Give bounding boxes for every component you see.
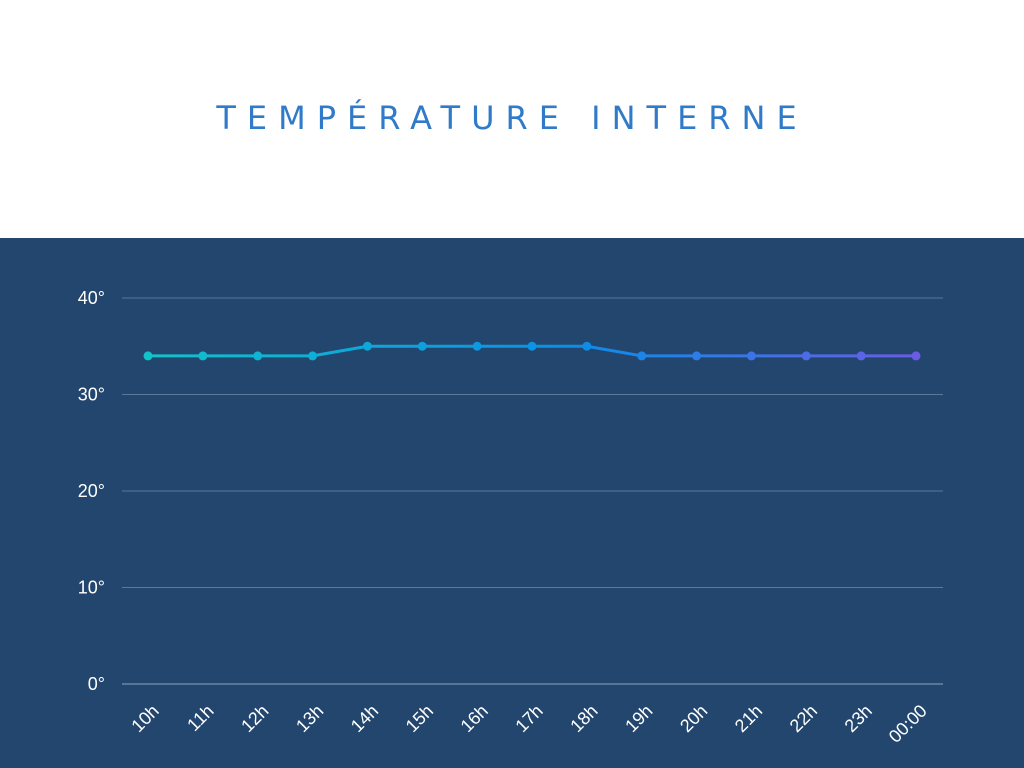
data-point[interactable] [746, 351, 756, 361]
x-tick-label: 17h [511, 701, 546, 736]
gridlines [122, 297, 943, 685]
y-tick-label: 10° [78, 578, 105, 598]
data-point[interactable] [637, 351, 647, 361]
x-tick-label: 12h [237, 701, 272, 736]
x-tick-label: 20h [676, 701, 711, 736]
data-point[interactable] [582, 341, 592, 351]
data-point[interactable] [801, 351, 811, 361]
series-layer [143, 341, 921, 361]
x-tick-label: 10h [127, 701, 162, 736]
x-tick-label: 16h [457, 701, 492, 736]
x-tick-label: 22h [786, 701, 821, 736]
y-tick-label: 30° [78, 385, 105, 405]
data-point[interactable] [856, 351, 866, 361]
data-point[interactable] [362, 341, 372, 351]
x-tick-label: 13h [292, 701, 327, 736]
x-tick-label: 11h [183, 701, 217, 735]
chart-background [0, 238, 1024, 768]
x-tick-label: 15h [402, 701, 437, 736]
data-point[interactable] [253, 351, 263, 361]
data-point[interactable] [198, 351, 208, 361]
y-tick-label: 40° [78, 288, 105, 308]
y-axis-ticks: 0° 10° 20° 30° 40° [78, 288, 105, 694]
data-point[interactable] [308, 351, 318, 361]
x-tick-label: 21h [731, 701, 766, 736]
data-point[interactable] [417, 341, 427, 351]
data-point[interactable] [143, 351, 153, 361]
x-tick-label: 19h [621, 701, 656, 736]
page-title: TEMPÉRATURE INTERNE [216, 99, 808, 137]
y-tick-label: 0° [88, 674, 105, 694]
data-point[interactable] [527, 341, 537, 351]
x-tick-label: 23h [841, 701, 876, 736]
x-tick-label: 00:00 [885, 701, 931, 747]
title-band: TEMPÉRATURE INTERNE [0, 0, 1024, 238]
x-axis-ticks: 10h 11h 12h 13h 14h 15h 16h 17h 18h 19h 20h 21h 22h 2… [127, 701, 930, 747]
x-tick-label: 18h [566, 701, 601, 736]
data-point[interactable] [911, 351, 921, 361]
y-tick-label: 20° [78, 481, 105, 501]
x-tick-label: 14h [347, 701, 382, 736]
data-point[interactable] [692, 351, 702, 361]
data-point[interactable] [472, 341, 482, 351]
